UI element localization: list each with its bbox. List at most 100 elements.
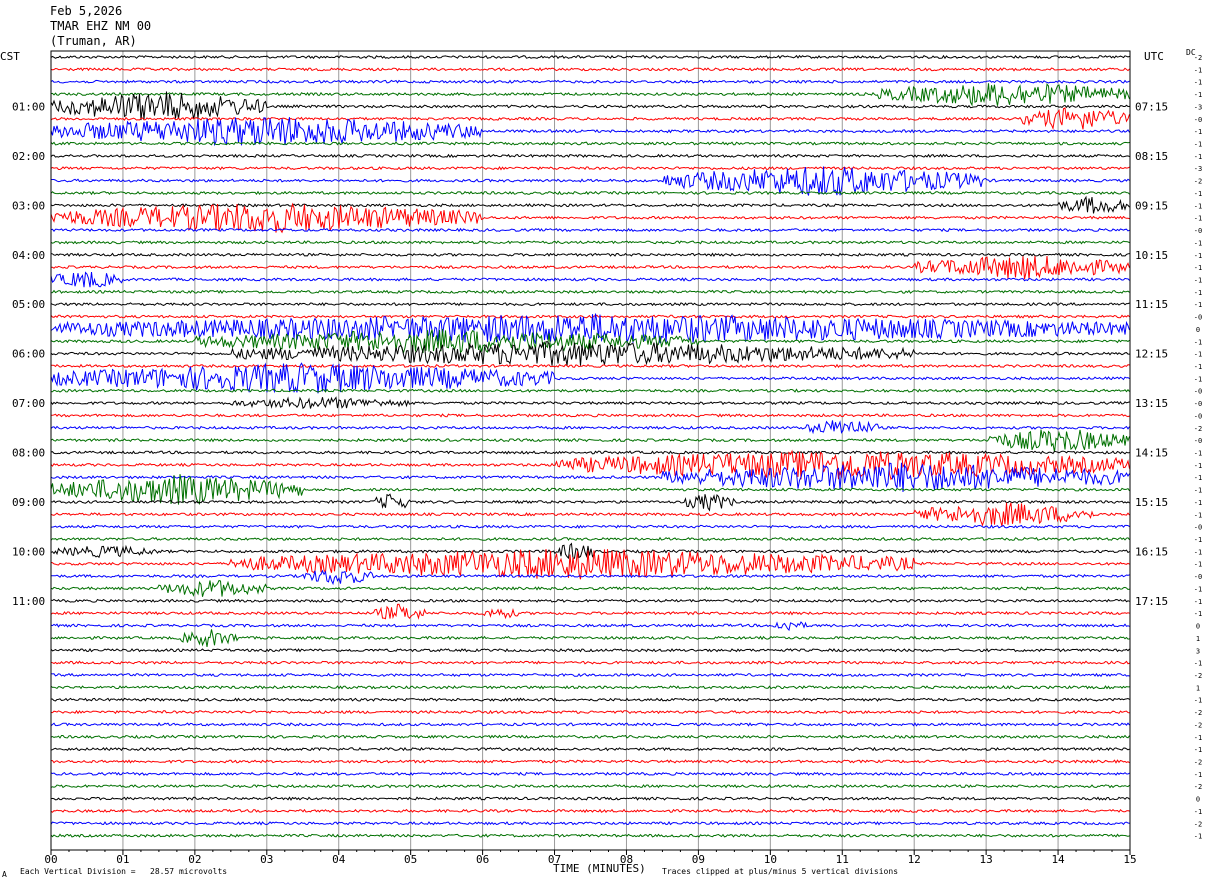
trace-line (50, 314, 1130, 319)
trace-line (50, 746, 1130, 752)
dc-offset-label: -1 (1194, 66, 1202, 74)
dc-offset-label: -2 (1194, 721, 1202, 729)
left-hour-label: 07:00 (12, 397, 45, 410)
x-tick-label: 00 (44, 853, 57, 866)
dc-offset-label: -2 (1194, 783, 1202, 791)
trace-line (50, 759, 1130, 764)
dc-offset-label: -1 (1194, 548, 1202, 556)
left-hour-label: 09:00 (12, 496, 45, 509)
trace-line (50, 227, 1130, 233)
dc-offset-label: -1 (1194, 91, 1202, 99)
dc-offset-label: -1 (1194, 561, 1202, 569)
trace-line (50, 502, 1130, 527)
right-hour-label: 10:15 (1135, 249, 1168, 262)
dc-offset-label: -1 (1194, 536, 1202, 544)
trace-line (50, 413, 1130, 418)
trace-line (50, 107, 1130, 131)
trace-line (50, 722, 1130, 727)
footer-mark: A (2, 870, 7, 879)
trace-line (50, 621, 1130, 632)
division-note: Each Vertical Division = 28.57 microvolt… (20, 867, 228, 876)
dc-offset-label: 1 (1196, 684, 1200, 692)
dc-offset-label: -2 (1194, 178, 1202, 186)
left-timezone-label: CST (0, 50, 20, 63)
right-hour-label: 12:15 (1135, 348, 1168, 361)
dc-offset-label: -1 (1194, 610, 1202, 618)
x-tick-label: 06 (476, 853, 489, 866)
dc-offset-label: -0 (1194, 227, 1202, 235)
dc-offset-label: -1 (1194, 79, 1202, 87)
right-hour-label: 14:15 (1135, 447, 1168, 460)
trace-line (50, 672, 1130, 678)
trace-line (50, 579, 1130, 597)
dc-offset-label: -1 (1194, 499, 1202, 507)
trace-line (50, 660, 1130, 665)
trace-line (50, 153, 1130, 159)
minute-grid-lines (50, 51, 1131, 850)
trace-line (50, 734, 1130, 739)
trace-line (50, 493, 1130, 512)
left-hour-label: 08:00 (12, 447, 45, 460)
trace-line (51, 363, 1130, 369)
trace-line (50, 117, 1130, 147)
trace-line (50, 166, 1130, 171)
trace-line (50, 697, 1130, 702)
plot-border (50, 50, 1131, 851)
trace-line (51, 524, 1130, 529)
trace-line (50, 821, 1130, 826)
dc-offset-label: -1 (1194, 487, 1202, 495)
trace-line (50, 420, 1130, 435)
dc-offset-label: -1 (1194, 190, 1202, 198)
right-hour-label: 16:15 (1135, 545, 1168, 558)
right-hour-labels: 07:15 08:15 09:15 10:15 11:15 12:15 13:15 14:15… (1135, 100, 1168, 607)
dc-offset-label: -1 (1194, 598, 1202, 606)
trace-line (50, 833, 1130, 838)
trace-line (50, 141, 1130, 146)
header-date: Feb 5,2026 (50, 4, 123, 18)
dc-offset-label: -1 (1194, 462, 1202, 470)
trace-line (50, 388, 1130, 393)
dc-offset-label: -1 (1194, 128, 1202, 136)
left-hour-label: 01:00 (12, 100, 45, 113)
x-tick-label: 02 (188, 853, 201, 866)
dc-offset-label: -1 (1194, 450, 1202, 458)
dc-offset-label: -1 (1194, 697, 1202, 705)
dc-offset-label: -1 (1194, 215, 1202, 223)
dc-offset-label: -1 (1194, 141, 1202, 149)
trace-line (50, 195, 1130, 214)
trace-line (50, 396, 1130, 410)
right-hour-label: 11:15 (1135, 298, 1168, 311)
header-location: (Truman, AR) (50, 34, 137, 48)
dc-offset-label: -0 (1194, 388, 1202, 396)
left-hour-label: 04:00 (12, 249, 45, 262)
dc-offset-label: -1 (1194, 586, 1202, 594)
trace-line (50, 362, 1130, 394)
dc-offset-label: -2 (1194, 54, 1202, 62)
trace-line (50, 54, 1130, 60)
x-tick-label: 11 (836, 853, 849, 866)
trace-line (50, 474, 1130, 506)
dc-offset-label: -1 (1194, 301, 1202, 309)
dc-offset-label: -1 (1194, 264, 1202, 272)
trace-line (50, 91, 1130, 121)
right-hour-label: 08:15 (1135, 150, 1168, 163)
trace-line (50, 289, 1130, 295)
dc-offset-label: -1 (1194, 511, 1202, 519)
trace-line (50, 449, 1130, 481)
x-tick-label: 14 (1051, 853, 1065, 866)
trace-line (50, 302, 1130, 307)
dc-offset-label: 0 (1196, 796, 1200, 804)
right-hour-label: 07:15 (1135, 100, 1168, 113)
trace-line (50, 271, 1130, 288)
trace-line (50, 450, 1130, 455)
dc-offset-label: 1 (1196, 635, 1200, 643)
dc-offset-label: -1 (1194, 338, 1202, 346)
left-hour-label: 11:00 (12, 595, 45, 608)
dc-offset-label: -1 (1194, 375, 1202, 383)
trace-line (50, 328, 1130, 355)
trace-line (50, 648, 1130, 653)
dc-offset-label: -1 (1194, 833, 1202, 841)
dc-offset-label: -2 (1194, 709, 1202, 717)
x-tick-label: 13 (980, 853, 993, 866)
left-hour-label: 06:00 (12, 348, 45, 361)
